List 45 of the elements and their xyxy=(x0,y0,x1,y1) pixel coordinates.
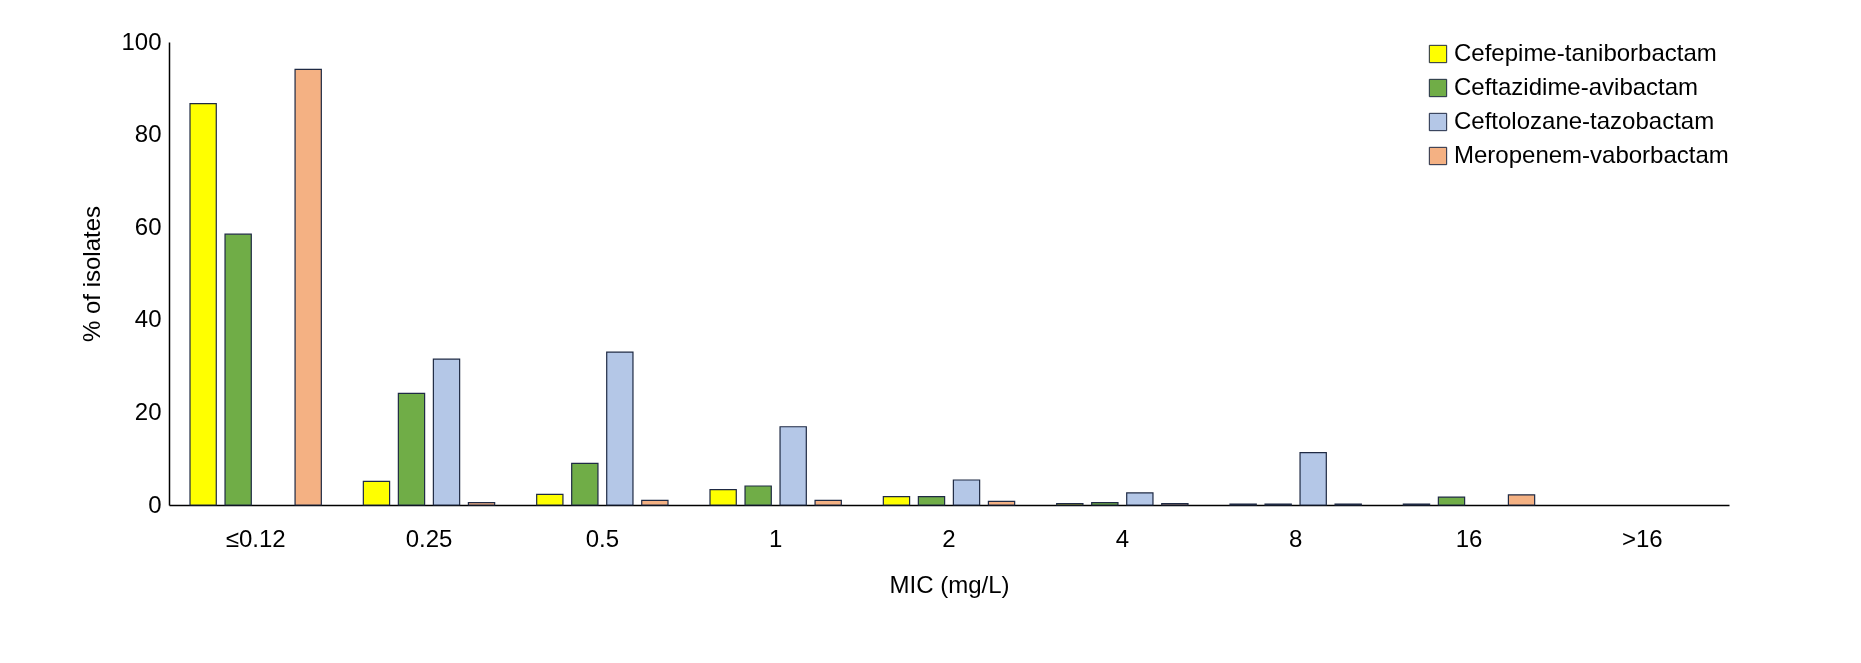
x-tick-label: 2 xyxy=(942,524,956,552)
bar xyxy=(987,500,1016,506)
bar xyxy=(917,496,946,506)
x-tick-label: 8 xyxy=(1288,524,1303,552)
x-tick-label: 0.5 xyxy=(585,524,620,552)
x-tick-label: 4 xyxy=(1115,524,1130,552)
bar xyxy=(432,358,461,506)
legend-label: Ceftazidime-avibactam xyxy=(1454,73,1699,100)
bar xyxy=(1299,452,1327,506)
bar xyxy=(709,489,737,506)
bar xyxy=(294,68,322,506)
legend-label: Ceftolozane-tazobactam xyxy=(1454,107,1715,134)
bar xyxy=(814,499,842,506)
bar xyxy=(536,493,564,506)
legend-label: Meropenem-vaborbactam xyxy=(1454,141,1729,168)
bar xyxy=(952,479,981,506)
legend-label: Cefepime-taniborbactam xyxy=(1454,39,1717,66)
x-tick-label: 1 xyxy=(768,524,783,552)
bar xyxy=(744,485,772,506)
bar xyxy=(224,233,252,506)
bar xyxy=(189,102,217,506)
x-tick-label: ≤0.12 xyxy=(225,524,286,552)
x-tick-label: >16 xyxy=(1621,524,1663,552)
bar xyxy=(641,499,669,506)
y-tick-label: 100 xyxy=(121,27,162,55)
bar xyxy=(1091,502,1119,506)
bar xyxy=(397,392,426,506)
bar xyxy=(362,480,391,506)
bar xyxy=(779,426,807,506)
bar xyxy=(467,502,496,506)
y-tick-label: 0 xyxy=(148,490,162,518)
bar xyxy=(1437,496,1466,506)
bar xyxy=(882,496,911,506)
y-tick-label: 40 xyxy=(134,305,162,333)
y-tick-label: 80 xyxy=(134,120,162,148)
y-tick-label: 60 xyxy=(134,212,162,240)
x-axis-title: MIC (mg/L) xyxy=(889,570,1010,598)
bar xyxy=(606,351,634,506)
bar xyxy=(1126,492,1154,506)
y-axis-title: % of isolates xyxy=(78,205,106,343)
bar xyxy=(571,462,599,506)
x-tick-label: 0.25 xyxy=(405,524,453,552)
x-tick-label: 16 xyxy=(1455,524,1483,552)
bar xyxy=(1507,494,1536,506)
y-tick-label: 20 xyxy=(134,397,162,425)
